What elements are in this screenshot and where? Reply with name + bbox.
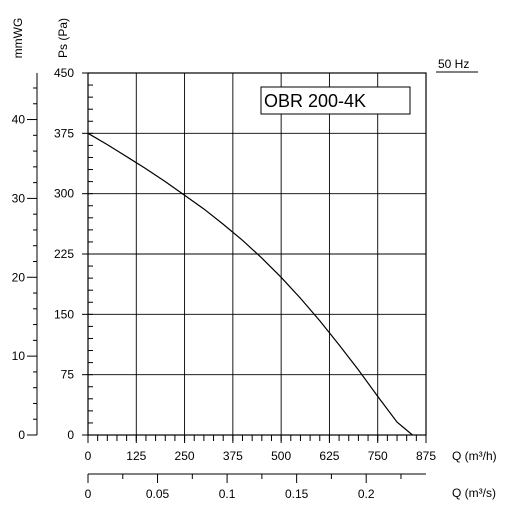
y2-tick-label: 30 — [12, 191, 26, 205]
x2-axis-title: Q (m³/s) — [452, 486, 496, 500]
x2-tick-label: 0.15 — [285, 487, 309, 501]
x-tick-label: 875 — [416, 449, 436, 463]
minor-ticks — [87, 72, 427, 441]
frequency-label: 50 Hz — [438, 57, 469, 71]
x-tick-label: 750 — [368, 449, 388, 463]
y2-tick-label: 0 — [18, 428, 25, 442]
axis-labels: 0 125 250 375 500 625 750 875075150225300375450… — [12, 66, 437, 501]
axis-ticks — [27, 72, 427, 483]
x2-tick-label: 0 — [85, 487, 92, 501]
x-tick-label: 500 — [271, 449, 291, 463]
y2-axis-title: mmWG — [11, 18, 25, 59]
x-tick-label: 625 — [319, 449, 339, 463]
y-axis-title: Ps (Pa) — [56, 18, 70, 58]
y-tick-label: 0 — [67, 428, 74, 442]
x-tick-label: 250 — [175, 449, 195, 463]
x2-tick-label: 0.2 — [358, 487, 375, 501]
x2-tick-label: 0.1 — [219, 487, 236, 501]
x-axis-title: Q (m³/h) — [452, 449, 497, 463]
x-tick-label: 125 — [126, 449, 146, 463]
model-label: OBR 200-4K — [264, 91, 366, 111]
y-tick-label: 300 — [54, 187, 74, 201]
y2-tick-label: 40 — [12, 113, 26, 127]
pressure-curve — [87, 132, 413, 436]
y2-tick-label: 10 — [12, 349, 26, 363]
y-tick-label: 450 — [54, 66, 74, 80]
grid — [88, 73, 426, 435]
y-tick-label: 150 — [54, 307, 74, 321]
y2-tick-label: 20 — [12, 270, 26, 284]
x2-tick-label: 0.05 — [146, 487, 170, 501]
y-tick-label: 375 — [54, 126, 74, 140]
x-tick-label: 375 — [223, 449, 243, 463]
x-tick-label: 0 — [85, 449, 92, 463]
model-label-box — [260, 86, 411, 115]
y-tick-label: 225 — [54, 247, 74, 261]
y-tick-label: 75 — [61, 368, 75, 382]
